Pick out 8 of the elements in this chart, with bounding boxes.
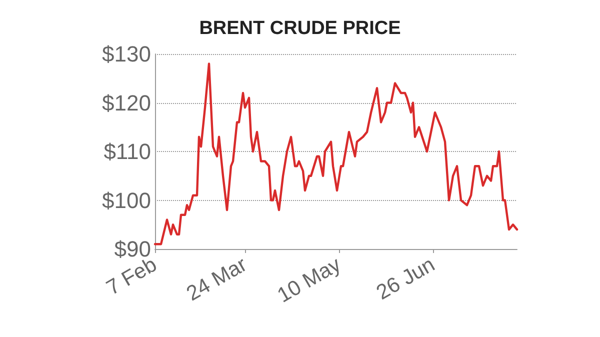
x-tick-label: 10 May bbox=[274, 252, 346, 308]
x-tick-label: 26 Jun bbox=[372, 253, 439, 304]
chart-title: BRENT CRUDE PRICE bbox=[199, 18, 401, 39]
x-tick-label: 24 Mar bbox=[182, 253, 251, 306]
y-tick-label: $110 bbox=[104, 139, 151, 164]
y-tick-label: $100 bbox=[102, 188, 151, 213]
y-tick-label: $130 bbox=[102, 42, 151, 66]
y-tick-label: $120 bbox=[102, 90, 151, 116]
